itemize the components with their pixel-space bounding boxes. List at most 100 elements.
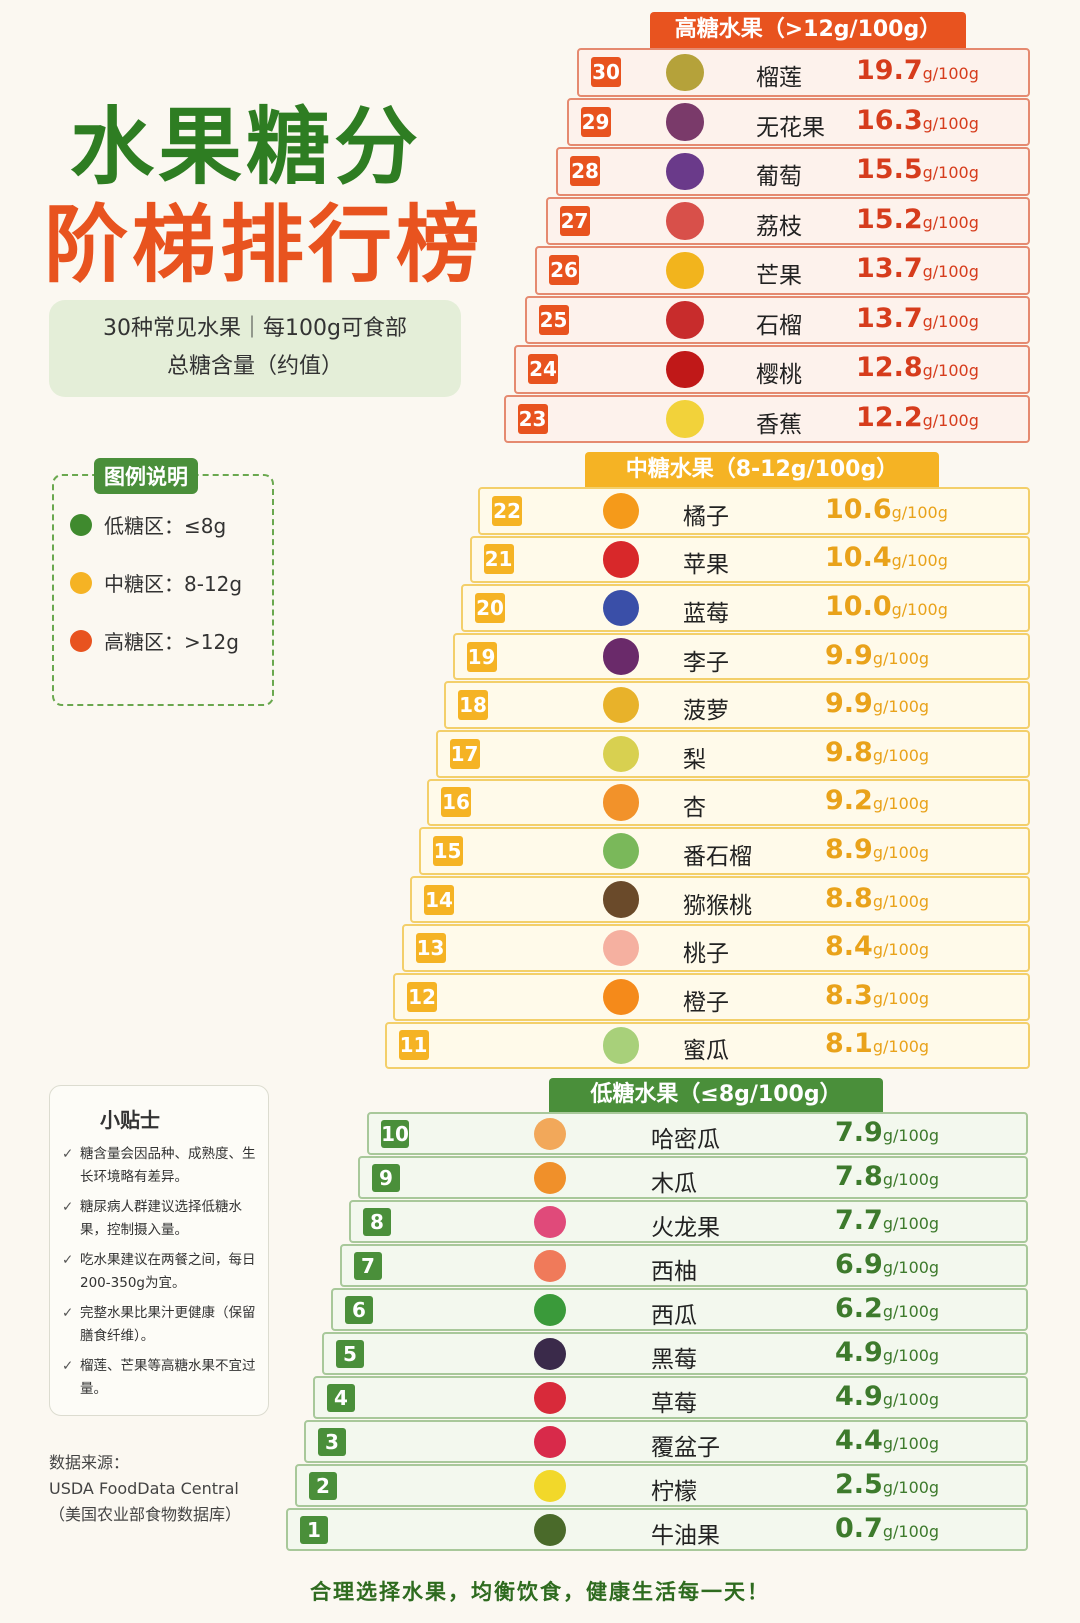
- fruit-icon: [602, 686, 640, 724]
- rank-row: 11 蜜瓜 8.1g/100g: [384, 1021, 1030, 1070]
- sugar-value: 10.6g/100g: [825, 494, 948, 525]
- section-header: 低糖水果（≤8g/100g）: [549, 1078, 883, 1112]
- value-number: 6.2: [835, 1292, 883, 1324]
- legend-title: 图例说明: [94, 458, 198, 494]
- legend-item: 中糖区：8-12g: [70, 568, 242, 597]
- fruit-icon: [602, 832, 640, 870]
- rank-badge: 24: [528, 354, 558, 385]
- rank-row: 30 榴莲 19.7g/100g: [577, 48, 1030, 97]
- rank-badge: 23: [517, 403, 548, 434]
- value-unit: g/100g: [872, 794, 930, 814]
- fruit-name: 菠萝: [683, 698, 729, 725]
- value-number: 13.7: [856, 302, 923, 334]
- rank-badge: 20: [475, 592, 505, 623]
- value-unit: g/100g: [882, 1345, 940, 1365]
- rank-badge: 12: [407, 981, 437, 1012]
- value-number: 9.8: [825, 736, 873, 768]
- tips: 小贴士 糖含量会因品种、成熟度、生长环境略有差异。糖尿病人群建议选择低糖水果，控…: [49, 1085, 269, 1416]
- fruit-icon: [534, 1161, 566, 1194]
- value-unit: g/100g: [872, 697, 930, 717]
- rank-row: 25 石榴 13.7g/100g: [524, 295, 1030, 344]
- sugar-value: 0.7g/100g: [835, 1513, 939, 1544]
- rank-badge: 7: [354, 1251, 382, 1280]
- value-unit: g/100g: [882, 1477, 940, 1497]
- fruit-icon: [534, 1513, 566, 1546]
- subtitle: 总糖含量（约值）: [166, 354, 343, 379]
- fruit-name: 杏: [683, 795, 706, 822]
- value-number: 8.9: [825, 833, 873, 865]
- sugar-value: 4.4g/100g: [835, 1425, 939, 1456]
- section-header: 中糖水果（8-12g/100g）: [585, 452, 939, 487]
- sugar-value: 16.3g/100g: [856, 105, 979, 136]
- rank-badge: 18: [458, 690, 488, 721]
- sugar-value: 19.7g/100g: [856, 55, 979, 86]
- fruit-name: 樱桃: [756, 362, 802, 389]
- rank-badge: 17: [449, 738, 480, 769]
- rank-row: 29 无花果 16.3g/100g: [566, 97, 1030, 146]
- rank-badge: 30: [591, 57, 621, 88]
- rank-row: 18 菠萝 9.9g/100g: [444, 681, 1030, 729]
- sugar-value: 10.4g/100g: [825, 542, 948, 573]
- fruit-icon: [666, 152, 704, 190]
- legend-item: 低糖区：≤8g: [70, 510, 226, 539]
- fruit-icon: [602, 638, 640, 675]
- fruit-name: 覆盆子: [651, 1434, 720, 1461]
- fruit-icon: [602, 929, 640, 967]
- fruit-icon: [534, 1469, 566, 1502]
- sugar-value: 15.2g/100g: [856, 204, 979, 235]
- rank-badge: 4: [327, 1383, 355, 1412]
- fruit-icon: [666, 202, 704, 240]
- rank-badge: 2: [309, 1471, 337, 1500]
- fruit-icon: [666, 53, 704, 91]
- value-number: 10.4: [825, 542, 892, 574]
- legend-label: 高糖区：>12g: [104, 630, 239, 654]
- fruit-icon: [602, 541, 640, 578]
- fruit-name: 梨: [683, 746, 706, 773]
- rank-row: 10 哈密瓜 7.9g/100g: [367, 1112, 1028, 1155]
- rank-badge: 8: [363, 1207, 391, 1236]
- rank-badge: 9: [372, 1163, 400, 1192]
- rank-row: 5 黑莓 4.9g/100g: [322, 1332, 1028, 1375]
- rank-badge: 6: [345, 1295, 373, 1324]
- value-number: 15.2: [856, 203, 923, 235]
- subtitle: 30种常见水果｜每100g可食部: [103, 316, 407, 341]
- rank-badge: 15: [432, 835, 463, 866]
- rank-row: 13 桃子 8.4g/100g: [401, 924, 1030, 972]
- value-unit: g/100g: [872, 842, 930, 862]
- value-unit: g/100g: [922, 361, 979, 381]
- fruit-icon: [666, 350, 704, 388]
- fruit-icon: [534, 1293, 566, 1326]
- rank-badge: 10: [381, 1119, 409, 1148]
- sugar-value: 8.9g/100g: [825, 834, 929, 865]
- legend-item: 高糖区：>12g: [70, 626, 239, 655]
- value-number: 2.5: [835, 1468, 883, 1500]
- rank-row: 28 葡萄 15.5g/100g: [556, 147, 1030, 196]
- legend-dot: [70, 629, 92, 652]
- legend-label: 低糖区：≤8g: [104, 514, 227, 538]
- fruit-name: 荔枝: [756, 213, 802, 240]
- value-number: 9.9: [825, 639, 873, 671]
- fruit-name: 香蕉: [756, 411, 802, 438]
- value-number: 6.9: [835, 1248, 883, 1280]
- value-number: 4.9: [835, 1380, 883, 1412]
- value-number: 10.6: [825, 493, 892, 525]
- fruit-name: 黑莓: [651, 1346, 697, 1373]
- value-unit: g/100g: [872, 988, 930, 1008]
- sugar-value: 7.7g/100g: [835, 1205, 939, 1236]
- rank-row: 17 梨 9.8g/100g: [435, 730, 1030, 778]
- rank-row: 14 猕猴桃 8.8g/100g: [410, 875, 1030, 924]
- fruit-name: 石榴: [756, 312, 802, 339]
- value-number: 4.9: [835, 1336, 883, 1368]
- sugar-value: 12.2g/100g: [856, 402, 979, 433]
- fruit-icon: [666, 400, 704, 438]
- sugar-value: 12.8g/100g: [856, 352, 979, 383]
- sugar-value: 6.2g/100g: [835, 1293, 939, 1324]
- value-unit: g/100g: [922, 212, 979, 232]
- rank-row: 24 樱桃 12.8g/100g: [514, 345, 1030, 394]
- rank-row: 4 草莓 4.9g/100g: [313, 1376, 1028, 1419]
- rank-row: 26 芒果 13.7g/100g: [535, 246, 1030, 295]
- rank-row: 12 橙子 8.3g/100g: [393, 973, 1030, 1021]
- rank-row: 20 蓝莓 10.0g/100g: [461, 584, 1030, 632]
- value-unit: g/100g: [922, 262, 979, 282]
- value-number: 13.7: [856, 253, 923, 285]
